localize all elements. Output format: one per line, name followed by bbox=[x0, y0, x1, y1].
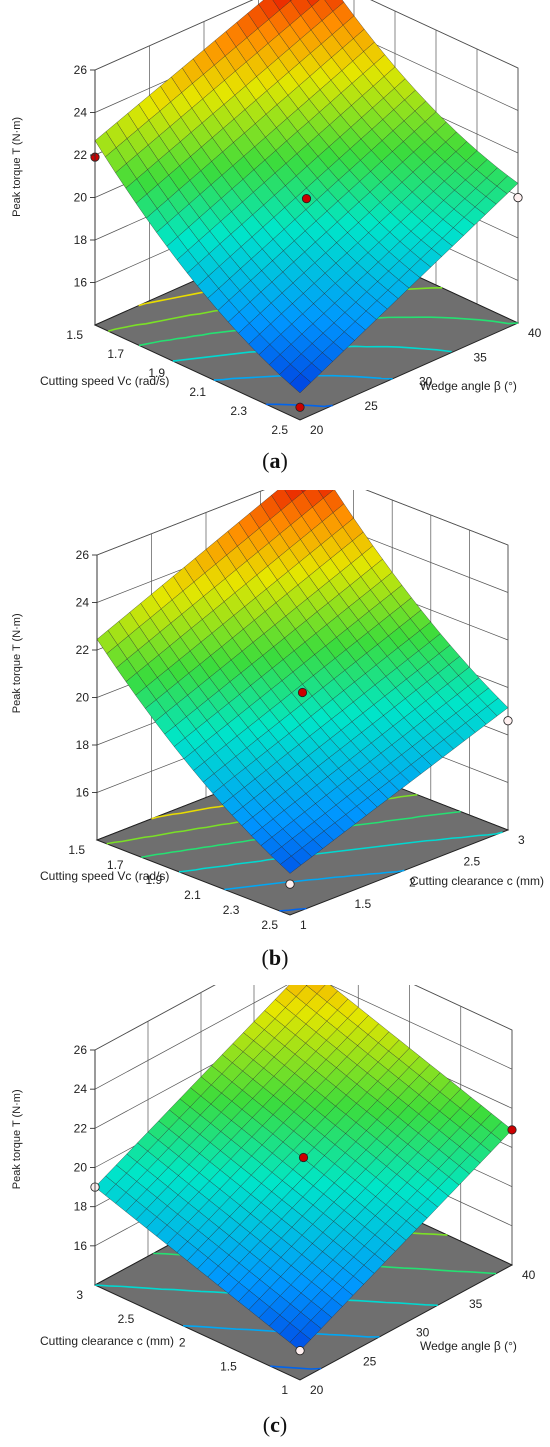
left-axis-label: Cutting clearance c (mm) bbox=[40, 1334, 174, 1348]
right-axis-label: Cutting clearance c (mm) bbox=[410, 874, 544, 888]
floor-contour bbox=[270, 1365, 322, 1370]
z-tick-label: 18 bbox=[74, 1200, 88, 1214]
left-tick-label: 2.5 bbox=[261, 918, 278, 932]
z-tick-label: 22 bbox=[74, 148, 88, 162]
right-tick-label: 1 bbox=[300, 918, 307, 932]
z-tick-label: 26 bbox=[74, 1043, 88, 1057]
z-tick-label: 20 bbox=[76, 691, 90, 705]
floor-contour bbox=[178, 831, 503, 873]
right-tick-label: 25 bbox=[363, 1354, 377, 1368]
left-tick-label: 2.5 bbox=[271, 423, 288, 437]
z-tick-label: 18 bbox=[76, 738, 90, 752]
z-tick-label: 24 bbox=[76, 596, 90, 610]
design-point bbox=[295, 1346, 305, 1356]
left-tick-label: 1.5 bbox=[66, 328, 83, 342]
z-tick-label: 24 bbox=[74, 1082, 88, 1096]
z-tick-label: 18 bbox=[74, 233, 88, 247]
chart-panel-c: 16 18 20 22 24 26 Peak torque T (N·m) 3 2.5 2 1.5 1… bbox=[0, 985, 550, 1410]
z-tick-label: 16 bbox=[74, 1239, 88, 1253]
caption-c-letter: c bbox=[270, 1412, 280, 1437]
right-axis-label: Wedge angle β (°) bbox=[420, 1339, 517, 1353]
left-axis-label: Cutting speed Vc (rad/s) bbox=[40, 374, 169, 388]
right-tick-label: 30 bbox=[419, 375, 433, 389]
wall-gridline-z bbox=[94, 985, 513, 1090]
caption-b-letter: b bbox=[268, 945, 282, 970]
left-tick-label: 1.7 bbox=[107, 858, 124, 872]
left-tick-label: 1.5 bbox=[220, 1359, 237, 1373]
caption-b: (b) bbox=[261, 945, 289, 970]
left-tick-label: 1.5 bbox=[68, 843, 85, 857]
left-tick-label: 2.3 bbox=[223, 903, 240, 917]
left-tick-label: 1 bbox=[281, 1383, 288, 1397]
surface-chart-b: 16 18 20 22 24 26 Peak torque T (N·m) 1.5 1.7 1.9… bbox=[11, 490, 544, 932]
surface-chart-c: 16 18 20 22 24 26 Peak torque T (N·m) 3 2.5 2 1.5 1… bbox=[11, 985, 536, 1397]
design-point bbox=[298, 1152, 309, 1163]
z-axis-label: Peak torque T (N·m) bbox=[11, 1089, 23, 1189]
z-tick-label: 26 bbox=[76, 548, 90, 562]
right-tick-label: 35 bbox=[469, 1297, 483, 1311]
design-point bbox=[513, 193, 523, 203]
z-tick-label: 16 bbox=[76, 786, 90, 800]
design-point bbox=[503, 716, 513, 726]
response-surface bbox=[94, 0, 519, 394]
wall-gridline-z bbox=[94, 0, 519, 71]
design-point bbox=[285, 879, 295, 889]
right-tick-label: 30 bbox=[416, 1326, 430, 1340]
left-axis-label: Cutting speed Vc (rad/s) bbox=[40, 869, 169, 883]
right-tick-label: 40 bbox=[528, 326, 542, 340]
response-surface bbox=[96, 490, 509, 874]
z-tick-label: 16 bbox=[74, 276, 88, 290]
left-tick-label: 2.5 bbox=[118, 1312, 135, 1326]
left-tick-label: 2.3 bbox=[230, 404, 247, 418]
right-tick-label: 40 bbox=[522, 1268, 536, 1282]
z-tick-label: 24 bbox=[74, 106, 88, 120]
surface-cell bbox=[301, 490, 307, 493]
z-tick-label: 20 bbox=[74, 1161, 88, 1175]
caption-a-letter: a bbox=[269, 448, 281, 473]
design-point bbox=[507, 1125, 517, 1135]
left-tick-label: 2.1 bbox=[189, 385, 206, 399]
caption-a: (a) bbox=[262, 448, 288, 473]
z-tick-label: 22 bbox=[74, 1121, 88, 1135]
z-axis-label: Peak torque T (N·m) bbox=[11, 613, 23, 713]
right-tick-label: 35 bbox=[474, 350, 488, 364]
surface-chart-a: 16 18 20 22 24 26 Peak torque T (N·m) 1.5 1.7 1.9… bbox=[11, 0, 542, 437]
design-point bbox=[297, 687, 308, 698]
left-tick-label: 3 bbox=[76, 1288, 83, 1302]
right-tick-label: 3 bbox=[518, 833, 525, 847]
left-tick-label: 2.1 bbox=[184, 888, 201, 902]
design-point bbox=[301, 194, 312, 204]
design-point bbox=[295, 402, 305, 412]
floor-contour bbox=[224, 869, 405, 891]
left-tick-label: 2 bbox=[179, 1336, 186, 1350]
wall-gridline-z bbox=[94, 985, 513, 1051]
floor-contour bbox=[279, 907, 307, 912]
left-tick-label: 1.9 bbox=[148, 366, 165, 380]
right-tick-label: 20 bbox=[310, 423, 324, 437]
right-axis-label: Wedge angle β (°) bbox=[420, 379, 517, 393]
surface-cell bbox=[289, 373, 312, 394]
right-tick-label: 2 bbox=[409, 876, 416, 890]
response-surface bbox=[94, 985, 513, 1351]
surface-cell bbox=[280, 855, 302, 874]
left-tick-label: 1.7 bbox=[107, 347, 124, 361]
z-tick-label: 20 bbox=[74, 191, 88, 205]
chart-panel-b: 16 18 20 22 24 26 Peak torque T (N·m) 1.5 1.7 1.9… bbox=[0, 490, 550, 945]
z-axis-label: Peak torque T (N·m) bbox=[11, 117, 23, 217]
z-tick-label: 26 bbox=[74, 63, 88, 77]
wall-gridline-z bbox=[96, 490, 509, 556]
left-tick-label: 1.9 bbox=[146, 873, 163, 887]
caption-c: (c) bbox=[262, 1412, 288, 1437]
right-tick-label: 25 bbox=[365, 399, 379, 413]
right-tick-label: 2.5 bbox=[464, 854, 481, 868]
z-tick-label: 22 bbox=[76, 643, 90, 657]
right-tick-label: 1.5 bbox=[355, 897, 372, 911]
chart-panel-a: 16 18 20 22 24 26 Peak torque T (N·m) 1.5 1.7 1.9… bbox=[0, 0, 550, 440]
right-tick-label: 20 bbox=[310, 1383, 324, 1397]
